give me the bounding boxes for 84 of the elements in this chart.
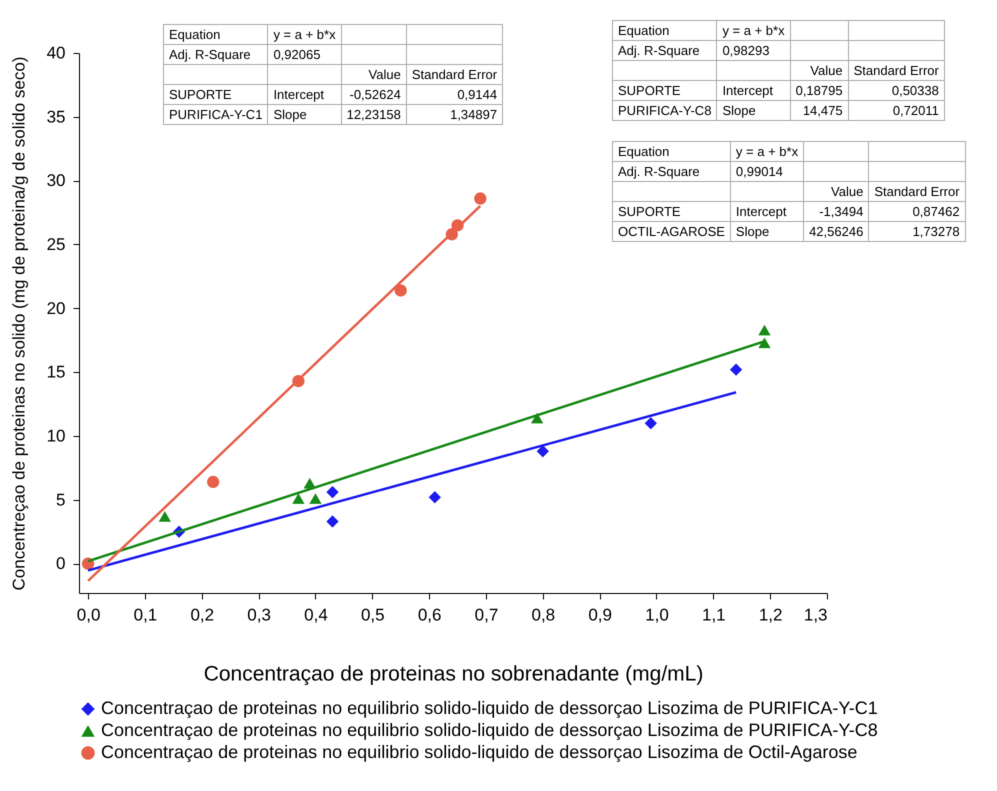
x-tick-label: 0,1 [134, 606, 158, 624]
y-tick-label: 10 [46, 426, 66, 446]
point [292, 493, 305, 504]
y-axis-title: Concentreçao de proteinas no solido (mg de proteina/g de solido seco) [10, 56, 29, 590]
point [531, 412, 544, 424]
y-tick-label: 5 [56, 490, 66, 510]
annotation: Slope [268, 104, 342, 124]
x-tick-label: 0,9 [588, 606, 612, 624]
annotation: Standard Error [406, 64, 503, 84]
annotation: 42,56246 [804, 222, 869, 242]
annotation: Adj. R-Square [612, 162, 730, 182]
annotation: Equation [612, 142, 730, 162]
annotation: 0,98293 [716, 40, 790, 60]
point [474, 192, 486, 205]
x-tick-label: 1,1 [702, 606, 726, 624]
annotation: Slope [716, 100, 790, 120]
annotation: OCTIL-AGAROSE [612, 222, 730, 242]
x-tick-label: 0,8 [531, 606, 556, 624]
x-tick-label: 0,2 [190, 606, 214, 624]
x-tick-label: 0,3 [247, 606, 271, 624]
annotation: 14,475 [790, 100, 848, 120]
text: y = a + b*x [268, 24, 342, 44]
y-tick-label: 25 [46, 234, 66, 254]
x-tick-label: 0,4 [304, 606, 328, 624]
annotation: -0,52624 [341, 84, 406, 104]
annotation: PURIFICA-Y-C1 [164, 104, 268, 124]
annotation: Adj. R-Square [612, 40, 717, 60]
annotation: Adj. R-Square [164, 44, 268, 64]
annotation: SUPORTE [164, 84, 268, 104]
annotation: -1,3494 [804, 202, 869, 222]
annotation: 1,34897 [406, 104, 503, 124]
annotation: Intercept [730, 202, 804, 222]
y-tick-label: 0 [56, 554, 66, 574]
point [309, 493, 322, 504]
y-tick-label: 35 [46, 107, 66, 126]
x-axis-title: Concentraçao de proteinas no sobrenadante (mg/mL) [204, 662, 704, 686]
point [536, 445, 549, 458]
annotation: SUPORTE [612, 202, 730, 222]
text: Equation [164, 24, 268, 44]
point [207, 476, 220, 488]
text: 1,73278 [868, 222, 966, 242]
y-tick-label: 40 [46, 44, 66, 62]
text: Standard Error [848, 60, 944, 80]
x-tick-label: 1,0 [645, 606, 669, 624]
x-tick-label: 0,0 [76, 606, 100, 624]
annotation: Value [790, 60, 848, 80]
annotation: 12,23158 [341, 104, 406, 124]
annotation: Value [341, 64, 406, 84]
x-tick-label: 1,3 [804, 606, 828, 624]
annotation: 0,9144 [406, 84, 503, 104]
point [158, 511, 171, 522]
legend-label: Concentraçao de proteinas no equilibrio solido-liquido de dessorçao Lisozima de Octil-Agarose [101, 742, 858, 762]
annotation: Intercept [716, 80, 790, 100]
annotation: PURIFICA-Y-C8 [612, 100, 717, 120]
annotation: 0,99014 [730, 162, 804, 182]
legend-label: Concentraçao de proteinas no equilibrio solido-liquido de dessorçao Lisozima de PURIFICA-Y-C8 [101, 720, 878, 740]
x-tick-label: 0,5 [360, 606, 385, 624]
annotation: y = a + b*x [730, 142, 804, 162]
y-tick-label: 20 [46, 298, 66, 318]
text: 0,87462 [868, 202, 966, 222]
x-tick-label: 0,7 [474, 606, 498, 624]
x-tick-label: 1,2 [758, 606, 782, 624]
annotation: Intercept [268, 84, 342, 104]
y-tick-label: 30 [46, 171, 66, 190]
point [730, 363, 742, 376]
text: y = a + b*x [716, 20, 790, 40]
annotation: 0,18795 [790, 80, 848, 100]
text: Standard Error [868, 182, 966, 202]
point [326, 486, 339, 498]
point [428, 491, 441, 504]
annotation: Slope [730, 222, 804, 242]
legend-label: Concentraçao de proteinas no equilibrio solido-liquido de dessorçao Lisozima de PURIFICA-Y-C1 [101, 698, 878, 718]
point [326, 515, 339, 528]
point [394, 284, 407, 297]
text: 0,72011 [848, 100, 944, 120]
text: 0,50338 [848, 80, 944, 100]
annotation: 0,92065 [268, 44, 342, 64]
x-tick-label: 0,6 [418, 606, 442, 624]
y-tick-label: 15 [46, 362, 66, 382]
text: Equation [612, 20, 717, 40]
annotation: SUPORTE [612, 80, 717, 100]
text: Value [804, 182, 869, 202]
point [644, 417, 657, 430]
point [758, 324, 771, 336]
